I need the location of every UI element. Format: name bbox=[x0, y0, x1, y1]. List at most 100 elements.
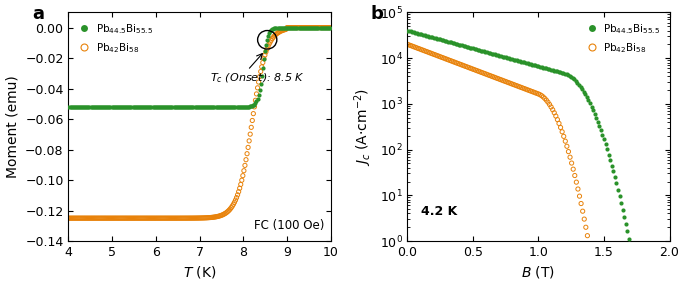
Point bbox=[471, 47, 482, 51]
Point bbox=[107, 216, 118, 221]
Point bbox=[248, 103, 259, 108]
Point bbox=[110, 105, 121, 109]
Point bbox=[309, 25, 320, 30]
Point bbox=[136, 105, 147, 109]
Point bbox=[101, 216, 112, 221]
Point bbox=[221, 210, 232, 215]
Point bbox=[467, 46, 478, 51]
Point bbox=[264, 40, 275, 44]
Point bbox=[146, 216, 157, 221]
Point bbox=[270, 25, 281, 30]
Point bbox=[125, 105, 136, 109]
Point bbox=[219, 105, 230, 109]
Point bbox=[236, 105, 247, 109]
Point bbox=[444, 40, 455, 44]
Point bbox=[411, 31, 422, 35]
Point bbox=[564, 155, 575, 160]
Point bbox=[240, 105, 251, 109]
Point bbox=[132, 105, 143, 109]
Point bbox=[422, 34, 433, 38]
Point bbox=[138, 105, 149, 109]
Point bbox=[560, 139, 571, 144]
Point bbox=[75, 105, 86, 109]
Point bbox=[549, 110, 560, 115]
Point bbox=[164, 216, 175, 221]
Point bbox=[512, 84, 523, 88]
Point bbox=[150, 105, 161, 109]
Point bbox=[114, 216, 125, 221]
Point bbox=[325, 25, 336, 30]
Y-axis label: $J_c$ (A$\cdot$cm$^{-2}$): $J_c$ (A$\cdot$cm$^{-2}$) bbox=[352, 88, 374, 166]
Point bbox=[573, 82, 584, 87]
Point bbox=[225, 105, 236, 109]
Point bbox=[66, 216, 77, 221]
Point bbox=[91, 216, 102, 221]
Point bbox=[434, 54, 445, 59]
Point bbox=[177, 105, 188, 109]
Point bbox=[126, 105, 137, 109]
Point bbox=[288, 25, 299, 30]
Point bbox=[543, 67, 553, 71]
Point bbox=[503, 80, 514, 85]
Point bbox=[562, 73, 573, 77]
Point bbox=[262, 47, 273, 51]
Point bbox=[138, 216, 149, 221]
Point bbox=[305, 25, 316, 30]
Point bbox=[421, 33, 432, 38]
Point bbox=[307, 25, 318, 30]
Point bbox=[201, 105, 212, 109]
Point bbox=[90, 105, 101, 109]
Point bbox=[177, 216, 188, 221]
Point bbox=[140, 216, 151, 221]
Point bbox=[91, 105, 102, 109]
Point bbox=[101, 105, 112, 109]
Point bbox=[484, 73, 495, 78]
Point bbox=[260, 49, 271, 54]
Point bbox=[240, 163, 251, 168]
Point bbox=[289, 25, 300, 30]
Point bbox=[605, 158, 616, 162]
Point bbox=[102, 216, 113, 221]
Point bbox=[457, 43, 468, 48]
Point bbox=[111, 105, 122, 109]
Point bbox=[187, 216, 198, 221]
Point bbox=[301, 25, 312, 30]
Point bbox=[207, 215, 218, 220]
Point bbox=[216, 105, 227, 109]
Point bbox=[258, 65, 269, 70]
Point bbox=[439, 39, 450, 43]
Point bbox=[153, 105, 164, 109]
Point bbox=[551, 69, 562, 74]
Point bbox=[546, 105, 557, 109]
Point bbox=[147, 105, 158, 109]
Point bbox=[552, 117, 563, 122]
Point bbox=[454, 62, 465, 66]
Point bbox=[197, 105, 208, 109]
Point bbox=[213, 105, 224, 109]
Point bbox=[282, 25, 292, 30]
Point bbox=[472, 47, 483, 52]
Point bbox=[159, 105, 170, 109]
Point bbox=[116, 216, 127, 221]
Point bbox=[250, 101, 261, 106]
Point bbox=[511, 83, 522, 88]
Point bbox=[266, 27, 277, 31]
Point bbox=[175, 216, 186, 221]
Point bbox=[475, 69, 486, 74]
Point bbox=[127, 105, 138, 109]
Point bbox=[167, 105, 178, 109]
Text: FC (100 Oe): FC (100 Oe) bbox=[253, 219, 324, 232]
Point bbox=[495, 77, 506, 82]
Point bbox=[150, 216, 161, 221]
Point bbox=[191, 105, 202, 109]
Point bbox=[430, 36, 441, 41]
Point bbox=[262, 34, 273, 38]
Point bbox=[209, 105, 220, 109]
Point bbox=[314, 25, 325, 30]
Point bbox=[290, 25, 301, 30]
Point bbox=[424, 50, 435, 55]
Point bbox=[495, 54, 506, 58]
Point bbox=[323, 25, 334, 30]
Point bbox=[457, 63, 468, 67]
Point bbox=[186, 105, 197, 109]
